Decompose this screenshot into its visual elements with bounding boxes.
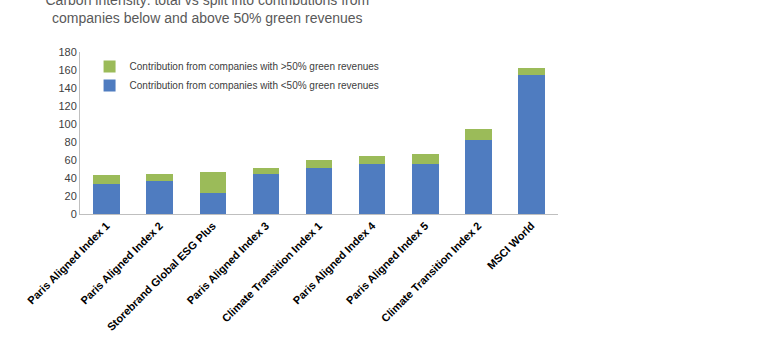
svg-text:Paris Aligned Index 1: Paris Aligned Index 1	[25, 220, 112, 307]
svg-text:60: 60	[65, 154, 77, 166]
svg-text:40: 40	[65, 172, 77, 184]
svg-text:180: 180	[58, 46, 76, 58]
svg-text:140: 140	[58, 82, 76, 94]
svg-text:Carbon intensity: total vs spl: Carbon intensity: total vs split into co…	[46, 0, 370, 26]
svg-text:Storebrand Global ESG Plus: Storebrand Global ESG Plus	[105, 220, 219, 334]
svg-text:Paris Aligned Index 4: Paris Aligned Index 4	[291, 219, 378, 306]
svg-text:MSCI World: MSCI World	[485, 220, 537, 272]
svg-text:Paris Aligned Index 5: Paris Aligned Index 5	[344, 220, 431, 307]
svg-text:Climate Transition Index 2: Climate Transition Index 2	[379, 220, 484, 325]
svg-text:Paris Aligned Index 2: Paris Aligned Index 2	[78, 220, 165, 307]
svg-text:0: 0	[71, 208, 77, 220]
svg-text:Contribution from companies wi: Contribution from companies with >50% gr…	[130, 61, 379, 72]
svg-text:Contribution from companies wi: Contribution from companies with <50% gr…	[130, 80, 379, 91]
svg-text:100: 100	[58, 118, 76, 130]
svg-text:20: 20	[65, 190, 77, 202]
svg-text:Paris Aligned Index 3: Paris Aligned Index 3	[184, 220, 271, 307]
svg-text:Climate Transition Index 1: Climate Transition Index 1	[219, 220, 324, 325]
svg-text:160: 160	[58, 64, 76, 76]
svg-text:80: 80	[65, 136, 77, 148]
svg-text:120: 120	[58, 100, 76, 112]
